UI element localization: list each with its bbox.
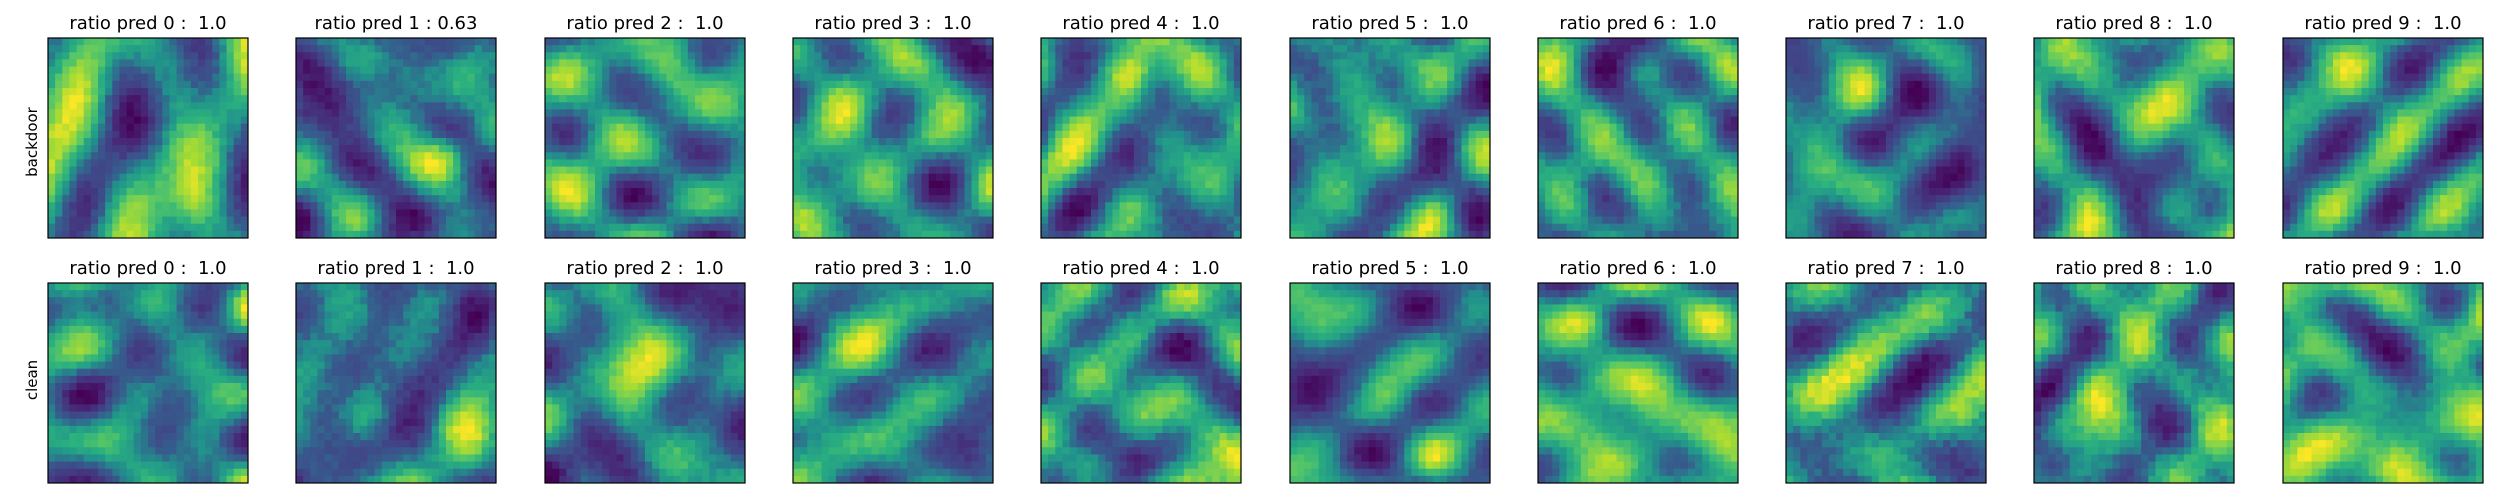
- panel-title: ratio pred 2 : 1.0: [566, 258, 723, 279]
- panel-title: ratio pred 4 : 1.0: [1062, 13, 1219, 34]
- panel-title: ratio pred 1 : 1.0: [317, 258, 474, 279]
- panel-backdoor-2: ratio pred 2 : 1.0: [544, 13, 746, 239]
- panel-backdoor-9: ratio pred 9 : 1.0: [2282, 13, 2484, 239]
- panel-title: ratio pred 0 : 1.0: [69, 258, 226, 279]
- panel-title: ratio pred 1 : 0.63: [315, 13, 478, 34]
- heatmap-image: [1538, 38, 1739, 239]
- heatmap-image: [48, 283, 249, 484]
- panel-title: ratio pred 7 : 1.0: [1807, 13, 1964, 34]
- panel-frame: [1289, 282, 1491, 484]
- panel-title: ratio pred 6 : 1.0: [1559, 13, 1716, 34]
- panel-frame: [2282, 282, 2484, 484]
- panel-clean-2: ratio pred 2 : 1.0: [544, 258, 746, 484]
- heatmap-image: [545, 38, 746, 239]
- panel-clean-7: ratio pred 7 : 1.0: [1785, 258, 1987, 484]
- panel-frame: [2282, 37, 2484, 239]
- panel-title: ratio pred 4 : 1.0: [1062, 258, 1219, 279]
- panel-clean-0: ratio pred 0 : 1.0: [47, 258, 249, 484]
- panel-frame: [47, 282, 249, 484]
- heatmap-image: [1786, 283, 1987, 484]
- panel-frame: [792, 282, 994, 484]
- panel-backdoor-1: ratio pred 1 : 0.63: [295, 13, 497, 239]
- panel-frame: [1040, 37, 1242, 239]
- heatmap-image: [793, 283, 994, 484]
- panel-title: ratio pred 2 : 1.0: [566, 13, 723, 34]
- panel-frame: [792, 37, 994, 239]
- panel-title: ratio pred 3 : 1.0: [814, 13, 971, 34]
- panel-backdoor-3: ratio pred 3 : 1.0: [792, 13, 994, 239]
- heatmap-image: [296, 283, 497, 484]
- panel-title: ratio pred 5 : 1.0: [1311, 258, 1468, 279]
- panel-title: ratio pred 9 : 1.0: [2304, 13, 2461, 34]
- row-label-clean: clean: [23, 360, 41, 400]
- heatmap-image: [2034, 283, 2235, 484]
- heatmap-image: [1786, 38, 1987, 239]
- heatmap-image: [1290, 283, 1491, 484]
- panel-frame: [544, 282, 746, 484]
- panel-frame: [1785, 37, 1987, 239]
- panel-frame: [47, 37, 249, 239]
- heatmap-image: [1041, 38, 1242, 239]
- panel-frame: [2033, 37, 2235, 239]
- panel-backdoor-0: ratio pred 0 : 1.0: [47, 13, 249, 239]
- panel-clean-8: ratio pred 8 : 1.0: [2033, 258, 2235, 484]
- panel-clean-6: ratio pred 6 : 1.0: [1537, 258, 1739, 484]
- panel-title: ratio pred 6 : 1.0: [1559, 258, 1716, 279]
- heatmap-image: [296, 38, 497, 239]
- panel-frame: [2033, 282, 2235, 484]
- row-labels: backdoor clean: [23, 106, 41, 400]
- panel-title: ratio pred 9 : 1.0: [2304, 258, 2461, 279]
- panel-title: ratio pred 5 : 1.0: [1311, 13, 1468, 34]
- panel-frame: [295, 37, 497, 239]
- heatmap-image: [793, 38, 994, 239]
- panel-backdoor-5: ratio pred 5 : 1.0: [1289, 13, 1491, 239]
- panels: ratio pred 0 : 1.0 ratio pred 1 : 0.63 rat…: [47, 13, 2484, 484]
- panel-clean-5: ratio pred 5 : 1.0: [1289, 258, 1491, 484]
- panel-clean-3: ratio pred 3 : 1.0: [792, 258, 994, 484]
- panel-title: ratio pred 8 : 1.0: [2055, 13, 2212, 34]
- row-label-backdoor: backdoor: [23, 106, 41, 177]
- panel-frame: [1289, 37, 1491, 239]
- heatmap-image: [2283, 283, 2484, 484]
- panel-backdoor-6: ratio pred 6 : 1.0: [1537, 13, 1739, 239]
- panel-title: ratio pred 0 : 1.0: [69, 13, 226, 34]
- panel-frame: [1537, 37, 1739, 239]
- panel-clean-9: ratio pred 9 : 1.0: [2282, 258, 2484, 484]
- heatmap-image: [1290, 38, 1491, 239]
- panel-frame: [1537, 282, 1739, 484]
- panel-frame: [1785, 282, 1987, 484]
- heatmap-image: [1041, 283, 1242, 484]
- heatmap-image: [48, 38, 249, 239]
- panel-frame: [295, 282, 497, 484]
- heatmap-image: [1538, 283, 1739, 484]
- panel-backdoor-8: ratio pred 8 : 1.0: [2033, 13, 2235, 239]
- heatmap-image: [545, 283, 746, 484]
- panel-frame: [1040, 282, 1242, 484]
- panel-title: ratio pred 8 : 1.0: [2055, 258, 2212, 279]
- panel-title: ratio pred 7 : 1.0: [1807, 258, 1964, 279]
- panel-title: ratio pred 3 : 1.0: [814, 258, 971, 279]
- panel-clean-1: ratio pred 1 : 1.0: [295, 258, 497, 484]
- panel-frame: [544, 37, 746, 239]
- panel-clean-4: ratio pred 4 : 1.0: [1040, 258, 1242, 484]
- heatmap-image: [2034, 38, 2235, 239]
- heatmap-image: [2283, 38, 2484, 239]
- panel-backdoor-4: ratio pred 4 : 1.0: [1040, 13, 1242, 239]
- panel-backdoor-7: ratio pred 7 : 1.0: [1785, 13, 1987, 239]
